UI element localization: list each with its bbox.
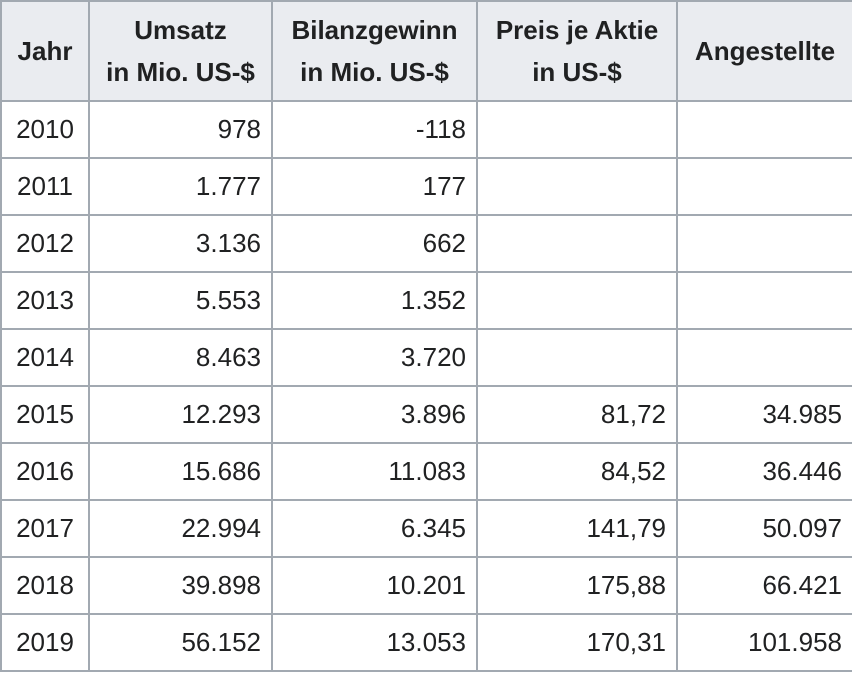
header-share-price-label: Preis je Aktie [495, 15, 659, 45]
cell-profit: 3.720 [271, 328, 478, 387]
cell-profit: 1.352 [271, 271, 478, 330]
table-row: 2010 978 -118 [0, 100, 852, 159]
cell-revenue: 22.994 [88, 499, 273, 558]
table-body: 2010 978 -118 2011 1.777 177 2012 3.136 … [0, 100, 852, 672]
cell-employees: 101.958 [676, 613, 852, 672]
table-row: 2015 12.293 3.896 81,72 34.985 [0, 385, 852, 444]
cell-revenue: 56.152 [88, 613, 273, 672]
table-row: 2012 3.136 662 [0, 214, 852, 273]
table-row: 2019 56.152 13.053 170,31 101.958 [0, 613, 852, 672]
cell-profit: 13.053 [271, 613, 478, 672]
cell-year: 2012 [0, 214, 90, 273]
header-revenue-unit: in Mio. US-$ [106, 57, 255, 87]
cell-employees [676, 214, 852, 273]
cell-share-price: 175,88 [476, 556, 678, 615]
cell-employees: 66.421 [676, 556, 852, 615]
table-row: 2016 15.686 11.083 84,52 36.446 [0, 442, 852, 501]
cell-revenue: 12.293 [88, 385, 273, 444]
header-revenue-label: Umsatz [134, 15, 227, 45]
cell-revenue: 978 [88, 100, 273, 159]
cell-share-price: 170,31 [476, 613, 678, 672]
cell-employees [676, 157, 852, 216]
cell-revenue: 8.463 [88, 328, 273, 387]
header-row: Jahr Umsatz in Mio. US-$ Bilanzgewinn in… [0, 0, 852, 102]
cell-employees: 50.097 [676, 499, 852, 558]
header-year-label: Jahr [17, 36, 73, 66]
cell-profit: 10.201 [271, 556, 478, 615]
header-profit: Bilanzgewinn in Mio. US-$ [271, 0, 478, 102]
cell-share-price: 81,72 [476, 385, 678, 444]
cell-revenue: 39.898 [88, 556, 273, 615]
cell-share-price [476, 214, 678, 273]
header-year: Jahr [0, 0, 90, 102]
header-employees: Angestellte [676, 0, 852, 102]
cell-year: 2010 [0, 100, 90, 159]
cell-share-price: 141,79 [476, 499, 678, 558]
cell-revenue: 3.136 [88, 214, 273, 273]
cell-year: 2014 [0, 328, 90, 387]
cell-year: 2016 [0, 442, 90, 501]
cell-profit: 662 [271, 214, 478, 273]
table-header: Jahr Umsatz in Mio. US-$ Bilanzgewinn in… [0, 0, 852, 102]
cell-employees: 34.985 [676, 385, 852, 444]
cell-share-price: 84,52 [476, 442, 678, 501]
cell-profit: 177 [271, 157, 478, 216]
cell-revenue: 5.553 [88, 271, 273, 330]
header-share-price-unit: in US-$ [532, 57, 622, 87]
table-row: 2017 22.994 6.345 141,79 50.097 [0, 499, 852, 558]
cell-year: 2015 [0, 385, 90, 444]
cell-profit: 3.896 [271, 385, 478, 444]
cell-employees [676, 100, 852, 159]
cell-year: 2019 [0, 613, 90, 672]
cell-year: 2013 [0, 271, 90, 330]
table-row: 2018 39.898 10.201 175,88 66.421 [0, 556, 852, 615]
cell-employees [676, 271, 852, 330]
header-employees-label: Angestellte [694, 36, 836, 66]
cell-profit: 6.345 [271, 499, 478, 558]
cell-employees: 36.446 [676, 442, 852, 501]
cell-year: 2017 [0, 499, 90, 558]
cell-revenue: 15.686 [88, 442, 273, 501]
table-row: 2013 5.553 1.352 [0, 271, 852, 330]
cell-share-price [476, 328, 678, 387]
cell-employees [676, 328, 852, 387]
header-share-price: Preis je Aktie in US-$ [476, 0, 678, 102]
cell-year: 2011 [0, 157, 90, 216]
table-row: 2014 8.463 3.720 [0, 328, 852, 387]
header-revenue: Umsatz in Mio. US-$ [88, 0, 273, 102]
cell-profit: 11.083 [271, 442, 478, 501]
cell-year: 2018 [0, 556, 90, 615]
cell-profit: -118 [271, 100, 478, 159]
cell-share-price [476, 271, 678, 330]
cell-share-price [476, 157, 678, 216]
header-profit-unit: in Mio. US-$ [300, 57, 449, 87]
cell-share-price [476, 100, 678, 159]
header-profit-label: Bilanzgewinn [291, 15, 458, 45]
table-row: 2011 1.777 177 [0, 157, 852, 216]
cell-revenue: 1.777 [88, 157, 273, 216]
